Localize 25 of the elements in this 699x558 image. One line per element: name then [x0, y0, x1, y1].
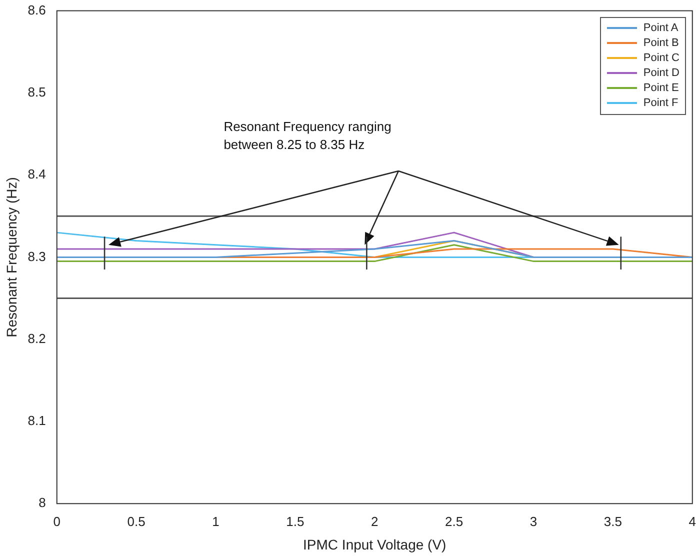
- x-tick-label: 1.5: [286, 514, 304, 529]
- y-tick-label: 8: [38, 495, 46, 510]
- y-tick-label: 8.1: [28, 413, 46, 428]
- y-tick-label: 8.2: [28, 330, 46, 346]
- legend-label: Point F: [643, 96, 678, 111]
- x-axis-title: IPMC Input Voltage (V): [303, 536, 446, 552]
- legend-label: Point E: [643, 80, 679, 96]
- x-tick-label: 4: [688, 514, 696, 529]
- x-tick-label: 0: [53, 514, 60, 529]
- y-tick-label: 8.3: [28, 248, 46, 264]
- y-tick-label: 8.6: [28, 2, 46, 18]
- legend-label: Point D: [643, 66, 680, 81]
- y-tick-label: 8.4: [28, 166, 46, 182]
- legend-label: Point A: [643, 20, 678, 36]
- legend-label: Point C: [643, 50, 680, 66]
- x-tick-label: 0.5: [127, 514, 146, 529]
- x-tick-label: 3: [530, 514, 538, 529]
- legend-label: Point B: [643, 36, 679, 51]
- y-axis-title: Resonant Frequency (Hz): [3, 177, 20, 338]
- y-tick-label: 8.5: [28, 84, 46, 100]
- x-tick-label: 3.5: [604, 514, 622, 529]
- x-tick-label: 1: [212, 514, 220, 529]
- x-tick-label: 2: [371, 514, 378, 529]
- x-tick-label: 2.5: [445, 514, 464, 529]
- annotation: Resonant Frequency ranging between 8.25 to 8.35 Hz: [224, 118, 392, 154]
